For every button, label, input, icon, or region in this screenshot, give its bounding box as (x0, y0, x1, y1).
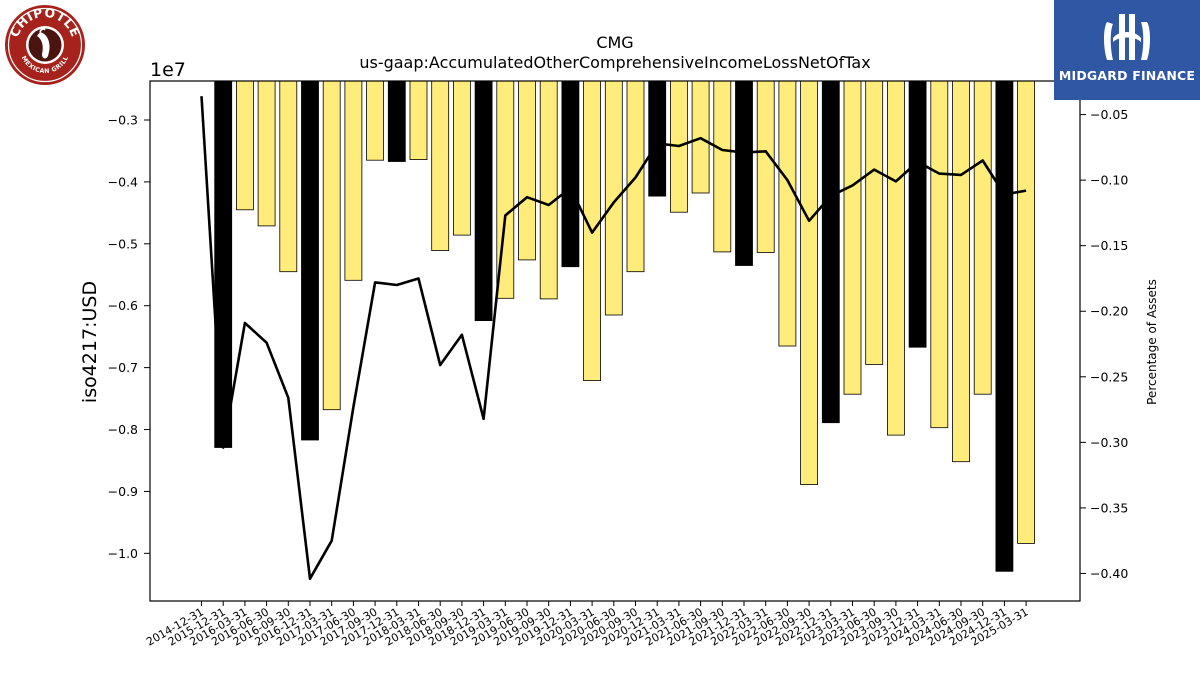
bar-2023-03-31 (843, 80, 862, 395)
y-tick-label: −0.7 (108, 360, 138, 375)
bar-2016-09-30 (279, 80, 298, 273)
x-axis-ticks: 2014-12-312015-12-312016-03-312016-06-30… (144, 601, 1031, 649)
bar-2023-09-30 (887, 80, 905, 436)
bar-2020-06-30 (604, 80, 623, 316)
bar-2017-09-30 (366, 80, 385, 161)
chart-subtitle: us-gaap:AccumulatedOtherComprehensiveInc… (359, 53, 870, 72)
bar-2024-09-30 (973, 80, 992, 395)
line-series (200, 96, 1027, 580)
bar-2022-03-31 (756, 80, 775, 253)
y-tick-label: −0.5 (108, 236, 138, 251)
y2-axis-label: Percentage of Assets (1145, 279, 1159, 405)
bar-2023-06-30 (865, 80, 884, 365)
bar-2022-09-30 (800, 80, 818, 486)
y-tick-label: −1.0 (108, 546, 138, 561)
bar-2016-06-30 (257, 80, 276, 227)
bar-2017-12-31 (387, 80, 406, 162)
bar-2024-03-31 (930, 80, 949, 429)
bar-2025-03-31 (1017, 80, 1035, 544)
bar-2015-12-31 (214, 80, 233, 448)
y-scale-label: 1e7 (150, 59, 186, 81)
midgard-finance-logo: MIDGARD FINANCE (1054, 0, 1200, 100)
chart-title: CMG (596, 33, 633, 52)
bar-2016-03-31 (235, 80, 254, 211)
y2-tick-label: −0.10 (1090, 173, 1128, 188)
bar-2018-09-30 (452, 80, 471, 236)
y2-tick-label: −0.25 (1090, 369, 1128, 384)
bar-2020-12-31 (648, 80, 667, 197)
bar-2024-12-31 (995, 80, 1014, 572)
chipotle-logo-icon: CHIPOTLE MEXICAN GRILL (5, 5, 85, 85)
y2-tick-label: −0.30 (1090, 435, 1128, 450)
midgard-mark-icon (1104, 14, 1150, 60)
y2-tick-label: −0.15 (1090, 238, 1128, 253)
y2-tick-label: −0.35 (1090, 500, 1128, 515)
percentage-of-assets-line (200, 96, 1027, 580)
bar-2017-06-30 (344, 80, 363, 281)
bar-2021-12-31 (735, 80, 753, 266)
chipotle-logo: CHIPOTLE MEXICAN GRILL (4, 4, 86, 86)
bar-2018-03-31 (409, 80, 428, 160)
bar-2024-06-30 (952, 80, 970, 463)
left-axis-ticks: −0.3 −0.4 −0.5 −0.6 −0.7 −0.8 −0.9 −1.0 (108, 113, 150, 561)
y-tick-label: −0.6 (108, 298, 138, 313)
y-tick-label: −0.4 (108, 174, 138, 189)
right-axis-ticks: −0.05 −0.10 −0.15 −0.20 −0.25 −0.30 −0.35 −0.40 (1080, 107, 1128, 581)
bar-series (214, 80, 1035, 572)
bar-2019-12-31 (561, 80, 580, 268)
bar-2019-09-30 (539, 80, 558, 300)
y-tick-label: −0.3 (108, 113, 138, 128)
bar-2016-12-31 (301, 80, 319, 441)
bar-2022-12-31 (821, 80, 840, 424)
bar-2023-12-31 (908, 80, 927, 348)
y2-tick-label: −0.05 (1090, 107, 1128, 122)
bar-2022-06-30 (778, 80, 797, 347)
y-axis-label: iso4217:USD (79, 281, 101, 403)
bar-2021-09-30 (713, 80, 732, 253)
plot-frame (149, 80, 1081, 602)
bar-2017-03-31 (322, 80, 341, 411)
midgard-logo-text: MIDGARD FINANCE (1058, 68, 1196, 83)
y-tick-label: −0.8 (108, 422, 138, 437)
bar-2018-06-30 (431, 80, 450, 252)
y2-tick-label: −0.20 (1090, 304, 1128, 319)
bar-2019-06-30 (518, 80, 536, 261)
y2-tick-label: −0.40 (1090, 566, 1128, 581)
bar-2018-12-31 (474, 80, 493, 322)
y-tick-label: −0.9 (108, 484, 138, 499)
